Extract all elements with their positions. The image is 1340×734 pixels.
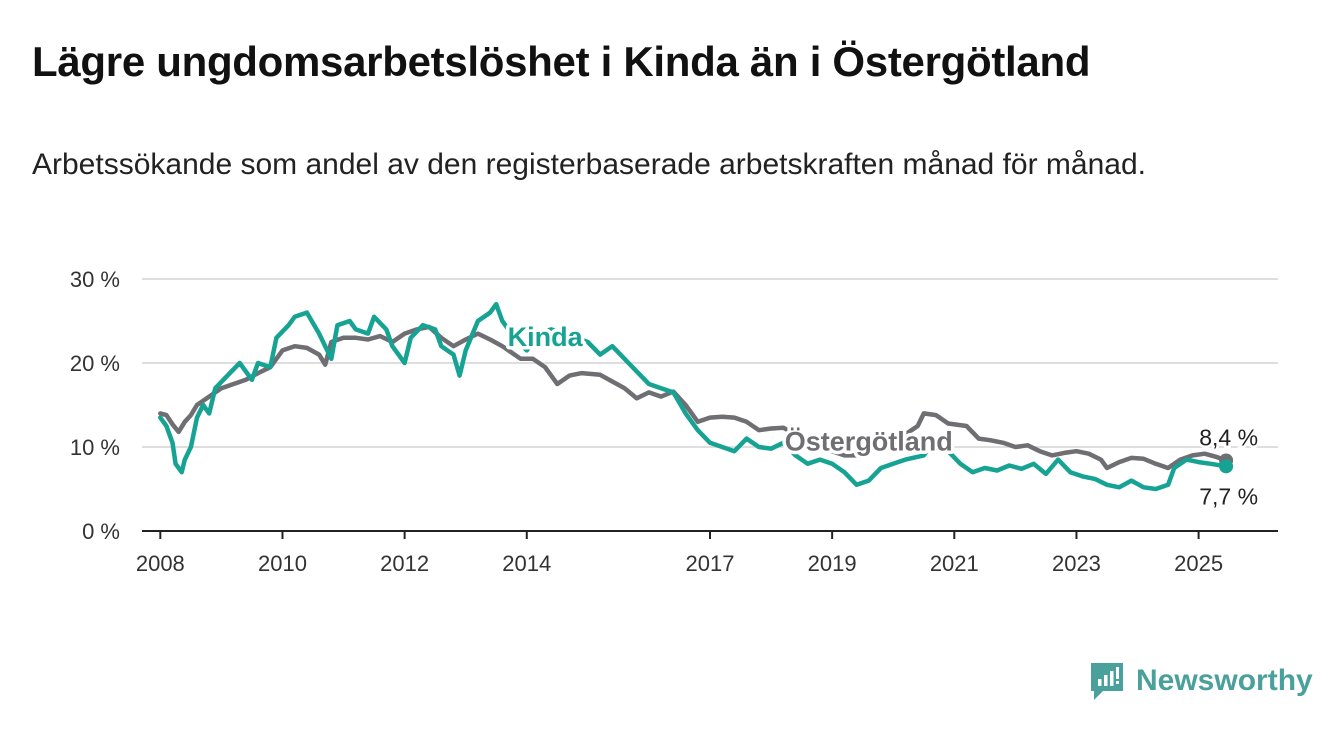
- x-tick-label: 2019: [808, 551, 857, 576]
- x-tick-label: 2010: [258, 551, 307, 576]
- y-tick-label: 10 %: [70, 435, 120, 460]
- series-lines: [158, 301, 1234, 492]
- series-labels: Kinda Östergötland 8,4 % 7,7 %: [504, 319, 1260, 512]
- series-line-ostergotland: [158, 324, 1229, 471]
- end-value-label-kinda: 7,7 %: [1199, 483, 1258, 509]
- series-label-kinda: Kinda: [508, 322, 584, 352]
- x-tick-label: 2014: [502, 551, 551, 576]
- x-tick-label: 2008: [136, 551, 185, 576]
- x-tick-label: 2017: [686, 551, 735, 576]
- y-axis-ticks: 0 % 10 % 20 % 30 %: [70, 267, 120, 544]
- chart-title: Lägre ungdomsarbetslöshet i Kinda än i Ö…: [32, 38, 1091, 85]
- chart-subtitle: Arbetssökande som andel av den registerb…: [32, 148, 1146, 181]
- x-tick-label: 2021: [930, 551, 979, 576]
- end-point-kinda: [1219, 459, 1234, 474]
- brand-name: Newsworthy: [1136, 664, 1313, 697]
- x-axis: 2008 2010 2012 2014 2017 2019 2021 2023 2025: [136, 530, 1278, 576]
- newsworthy-logo-icon: [1091, 663, 1123, 700]
- y-tick-label: 30 %: [70, 267, 120, 292]
- gridlines: [142, 278, 1278, 448]
- end-value-label-ostergotland: 8,4 %: [1199, 424, 1258, 450]
- x-tick-label: 2025: [1174, 551, 1223, 576]
- x-tick-label: 2023: [1052, 551, 1101, 576]
- series-label-ostergotland: Östergötland: [785, 426, 953, 456]
- y-tick-label: 20 %: [70, 351, 120, 376]
- newsworthy-brand[interactable]: Newsworthy: [1088, 660, 1313, 702]
- x-tick-label: 2012: [380, 551, 429, 576]
- series-line-kinda: [158, 301, 1229, 492]
- y-tick-label: 0 %: [82, 519, 120, 544]
